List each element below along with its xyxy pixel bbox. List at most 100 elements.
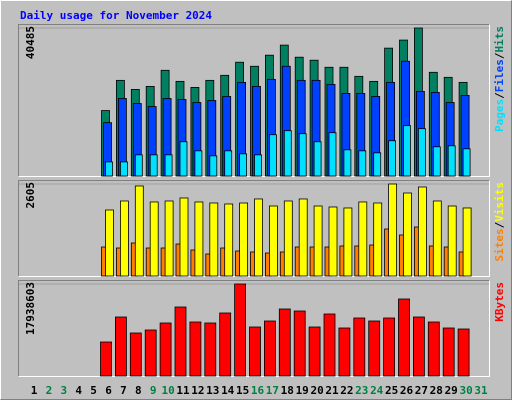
bar bbox=[343, 207, 353, 277]
bar bbox=[403, 125, 411, 177]
x-tick-label: 1 bbox=[31, 384, 38, 397]
bar bbox=[209, 155, 218, 177]
bar bbox=[442, 327, 455, 377]
y-tick-label: 40485 bbox=[24, 26, 37, 59]
bar bbox=[120, 200, 129, 277]
bar bbox=[417, 186, 427, 277]
bar bbox=[283, 130, 292, 177]
bar bbox=[164, 154, 173, 177]
bar bbox=[174, 306, 187, 377]
bar bbox=[462, 148, 471, 177]
bar bbox=[313, 141, 322, 177]
bar bbox=[412, 316, 425, 377]
bar bbox=[120, 161, 128, 177]
panel-border-dark bbox=[18, 24, 490, 177]
bar bbox=[388, 140, 397, 177]
bar bbox=[328, 132, 337, 177]
bar bbox=[323, 313, 336, 377]
bar bbox=[298, 198, 308, 277]
bar bbox=[194, 150, 203, 177]
panel-border-light bbox=[18, 24, 490, 177]
bar bbox=[417, 128, 426, 177]
x-tick-label: 16 bbox=[251, 384, 265, 397]
bar bbox=[129, 332, 142, 377]
legend-entry: KBytes bbox=[493, 282, 506, 322]
bar bbox=[159, 322, 172, 377]
bar bbox=[204, 322, 217, 377]
bar bbox=[234, 283, 247, 377]
x-tick-label: 12 bbox=[191, 384, 204, 397]
y-tick-label: 17938603 bbox=[24, 282, 37, 335]
bar bbox=[209, 202, 219, 277]
x-tick-label: 3 bbox=[60, 384, 67, 397]
x-tick-label: 18 bbox=[281, 384, 294, 397]
bar bbox=[398, 298, 410, 377]
bar bbox=[224, 150, 233, 177]
bar bbox=[457, 328, 470, 377]
bar bbox=[447, 205, 457, 277]
x-tick-label: 20 bbox=[310, 384, 323, 397]
legend-separator: / bbox=[493, 221, 506, 228]
legend-entry: Files bbox=[493, 59, 506, 92]
bar bbox=[134, 185, 144, 277]
legend-separator: / bbox=[493, 92, 506, 99]
x-tick-label: 9 bbox=[150, 384, 157, 397]
legend: Sites/Visits bbox=[493, 182, 506, 262]
bar bbox=[115, 316, 127, 377]
x-tick-label: 28 bbox=[430, 384, 443, 397]
bar bbox=[268, 134, 277, 177]
bar bbox=[462, 207, 472, 277]
bar bbox=[134, 154, 143, 177]
bar bbox=[338, 327, 351, 377]
x-tick-label: 30 bbox=[459, 384, 472, 397]
bar bbox=[308, 326, 321, 377]
x-tick-label: 22 bbox=[340, 384, 353, 397]
bar bbox=[343, 149, 352, 177]
x-tick-label: 4 bbox=[75, 384, 82, 397]
panel-border-light bbox=[18, 180, 490, 277]
bar bbox=[447, 145, 456, 177]
x-tick-label: 21 bbox=[325, 384, 339, 397]
bar bbox=[358, 201, 368, 277]
x-tick-label: 23 bbox=[355, 384, 368, 397]
bar bbox=[427, 321, 440, 377]
legend-entry: Visits bbox=[493, 182, 506, 222]
x-tick-label: 8 bbox=[135, 384, 142, 397]
bar bbox=[219, 312, 232, 377]
bar bbox=[432, 146, 441, 177]
bar bbox=[179, 197, 189, 277]
y-tick-label: 2605 bbox=[24, 182, 37, 209]
x-tick-label: 15 bbox=[236, 384, 249, 397]
bar bbox=[149, 154, 158, 177]
bar bbox=[373, 152, 382, 177]
legend: Pages/Files/Hits bbox=[493, 26, 506, 132]
bar bbox=[353, 317, 366, 377]
bar bbox=[313, 205, 323, 277]
x-tick-label: 31 bbox=[474, 384, 488, 397]
x-tick-label: 24 bbox=[370, 384, 384, 397]
bar bbox=[105, 209, 114, 277]
x-tick-label: 27 bbox=[415, 384, 428, 397]
legend-separator: / bbox=[493, 52, 506, 59]
x-tick-label: 10 bbox=[161, 384, 174, 397]
x-tick-label: 5 bbox=[90, 384, 97, 397]
panel-border-dark bbox=[18, 280, 490, 377]
bar bbox=[293, 310, 306, 377]
legend-entry: Sites bbox=[493, 228, 506, 261]
bar bbox=[283, 200, 293, 277]
x-tick-label: 17 bbox=[266, 384, 279, 397]
bar bbox=[100, 341, 112, 377]
panel-border-dark bbox=[18, 180, 490, 277]
legend-entry: Hits bbox=[493, 26, 506, 53]
bar bbox=[403, 192, 412, 277]
bar bbox=[432, 200, 442, 277]
x-tick-label: 26 bbox=[400, 384, 414, 397]
bar bbox=[328, 206, 338, 277]
x-tick-label: 7 bbox=[120, 384, 127, 397]
bar bbox=[368, 320, 381, 377]
bar bbox=[263, 320, 276, 377]
bar bbox=[164, 200, 174, 277]
x-tick-label: 2 bbox=[46, 384, 53, 397]
